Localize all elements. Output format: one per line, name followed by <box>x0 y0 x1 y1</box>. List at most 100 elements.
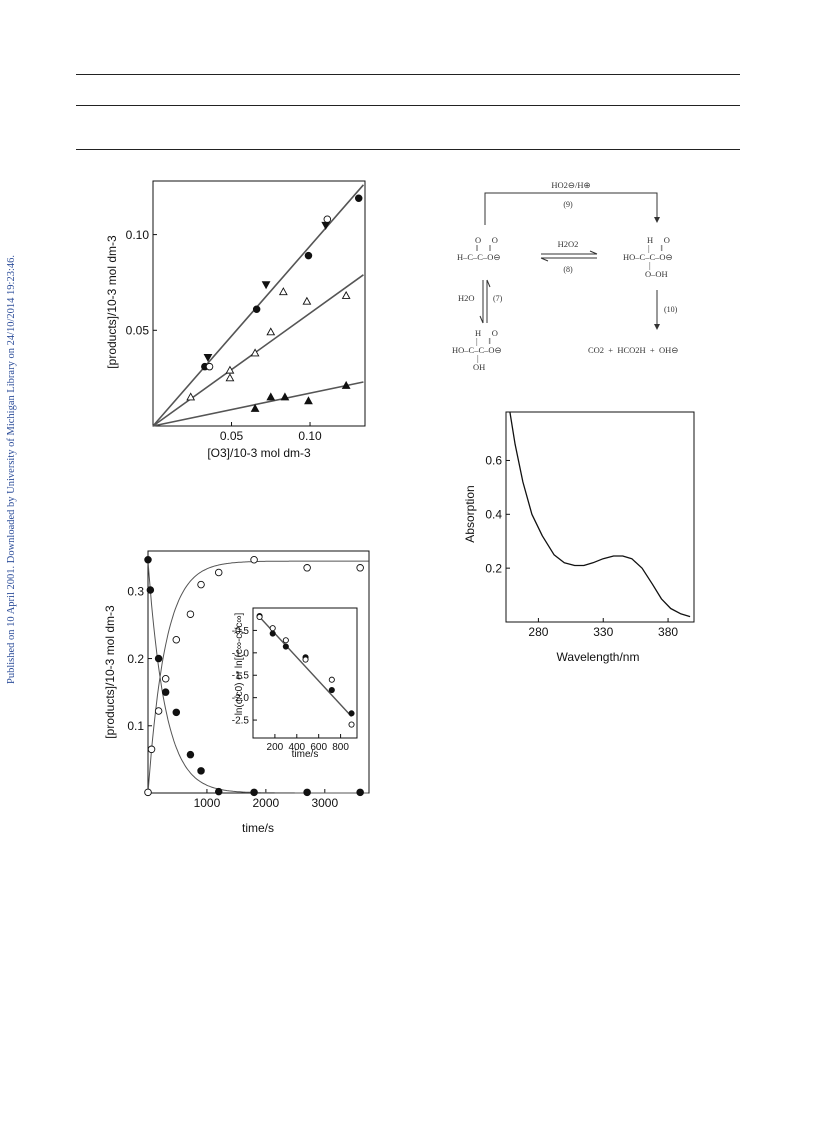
inset-y-axis-label: ln(c/c0) or ln[(c∞-c)/c∞] <box>234 612 245 715</box>
inset-plot-area: 200 400 600 800 -0.5 -1.0 -1.5 -2.0 -2.5 <box>232 607 358 753</box>
data-point <box>214 568 223 577</box>
data-point <box>278 287 288 296</box>
inset-data-point <box>348 721 355 728</box>
inset-y-tick-label: -1.0 <box>232 648 250 659</box>
x-axis-label-3: Wavelength/nm <box>557 650 640 664</box>
inset-y-tick-label: -2.5 <box>232 716 250 727</box>
hydrate-structure: HO–C–C–O⊖ <box>452 345 502 355</box>
decomposition-products: CO2 + HCO2H + OH⊖ <box>588 345 678 355</box>
label-step-10: (10) <box>664 305 678 314</box>
inset-data-point <box>348 710 355 717</box>
hydrate-bonds: | ‖ <box>476 336 491 346</box>
spectrum-line <box>509 411 691 618</box>
data-point <box>147 745 156 754</box>
x-axis-label-2: time/s <box>242 821 274 835</box>
data-point <box>172 708 181 717</box>
inset-data-point <box>269 625 276 632</box>
inset-x-tick-label: 600 <box>310 742 327 753</box>
frame-3 <box>505 411 695 623</box>
c2-y-tick-label: 0.1 <box>127 719 144 733</box>
inset-data-point <box>328 676 335 683</box>
inset-x-tick-label: 400 <box>288 742 305 753</box>
inset-frame <box>252 607 358 739</box>
data-point <box>144 788 152 797</box>
glyoxylate-structure: H–C–C–O⊖ <box>457 252 501 262</box>
data-point <box>154 654 163 663</box>
c1-x-tick-label: 0.10 <box>298 429 322 443</box>
data-point <box>214 787 223 796</box>
equilibrium-arrow-step-7 <box>479 279 491 324</box>
data-point <box>225 365 235 374</box>
data-point <box>303 788 311 797</box>
data-point <box>186 392 196 401</box>
data-point <box>225 373 235 382</box>
inset-data-point <box>256 613 263 621</box>
data-point <box>261 281 271 290</box>
header-rule-1 <box>76 74 740 75</box>
data-point <box>250 403 260 412</box>
adduct-bonds: | ‖ <box>648 243 663 253</box>
label-step-7: (7) <box>493 294 503 303</box>
adduct-bond-lower: | <box>649 260 651 270</box>
inset-x-tick-label: 200 <box>267 742 284 753</box>
arrow-step-9 <box>484 192 660 225</box>
equilibrium-arrow-step-8 <box>540 250 598 262</box>
data-point <box>197 580 205 589</box>
data-point <box>186 750 195 759</box>
reagent-hydrogen-peroxide: H2O2 <box>558 239 579 249</box>
adduct-peroxide: O–OH <box>645 269 668 279</box>
data-point <box>203 354 213 362</box>
data-point <box>146 586 155 594</box>
data-point <box>304 251 313 260</box>
data-point <box>354 194 363 202</box>
data-point <box>250 788 258 797</box>
inset-data-point <box>302 656 309 663</box>
frame-1 <box>152 180 366 427</box>
reagent-water: H2O <box>458 293 475 303</box>
inset-x-axis-label: time/s <box>292 749 319 760</box>
y-axis-label-1: [products]/10-3 mol dm-3 <box>105 235 119 369</box>
fit-curve <box>147 560 369 794</box>
c2-y-tick-label: 0.3 <box>127 585 144 599</box>
data-point <box>250 348 260 357</box>
reagent-hydroperoxide: HO2⊖/H⊕ <box>551 180 590 190</box>
inset-y-tick-label: -2.0 <box>232 693 250 704</box>
c3-x-tick-label: 380 <box>658 625 678 639</box>
header-rule-2 <box>76 105 740 106</box>
c1-x-tick-label: 0.05 <box>220 429 244 443</box>
inset-x-tick-label: 800 <box>332 742 349 753</box>
plot-area-3: 280 330 380 0.2 0.4 0.6 <box>485 411 695 639</box>
data-point <box>356 788 364 797</box>
y-axis-label-2: [products]/10-3 mol dm-3 <box>103 605 117 739</box>
glyoxylate-top: O O <box>475 235 498 245</box>
adduct-top: H O <box>647 235 670 245</box>
label-step-9: (9) <box>563 200 573 209</box>
data-point <box>280 392 290 401</box>
data-point <box>197 767 205 775</box>
fit-line <box>152 274 364 427</box>
c3-x-tick-label: 280 <box>528 625 548 639</box>
data-point <box>266 392 276 401</box>
data-point <box>205 362 214 371</box>
inset-y-tick-label: -0.5 <box>232 626 250 637</box>
data-point <box>250 555 258 564</box>
hydrate-oh: OH <box>473 362 485 372</box>
data-point <box>304 396 313 405</box>
fit-line <box>152 381 364 427</box>
inset-data-point <box>282 637 289 644</box>
fit-curve <box>147 561 369 794</box>
c3-y-tick-label: 0.2 <box>485 561 502 575</box>
hydrate-bond-lower: | <box>477 353 479 363</box>
data-point <box>302 296 312 305</box>
data-point <box>144 555 152 564</box>
c2-y-tick-label: 0.2 <box>127 652 144 666</box>
data-point <box>341 380 351 389</box>
data-point <box>154 707 163 715</box>
data-point <box>172 635 181 644</box>
inset-data-point <box>282 643 289 650</box>
c2-x-tick-label: 3000 <box>311 796 338 810</box>
